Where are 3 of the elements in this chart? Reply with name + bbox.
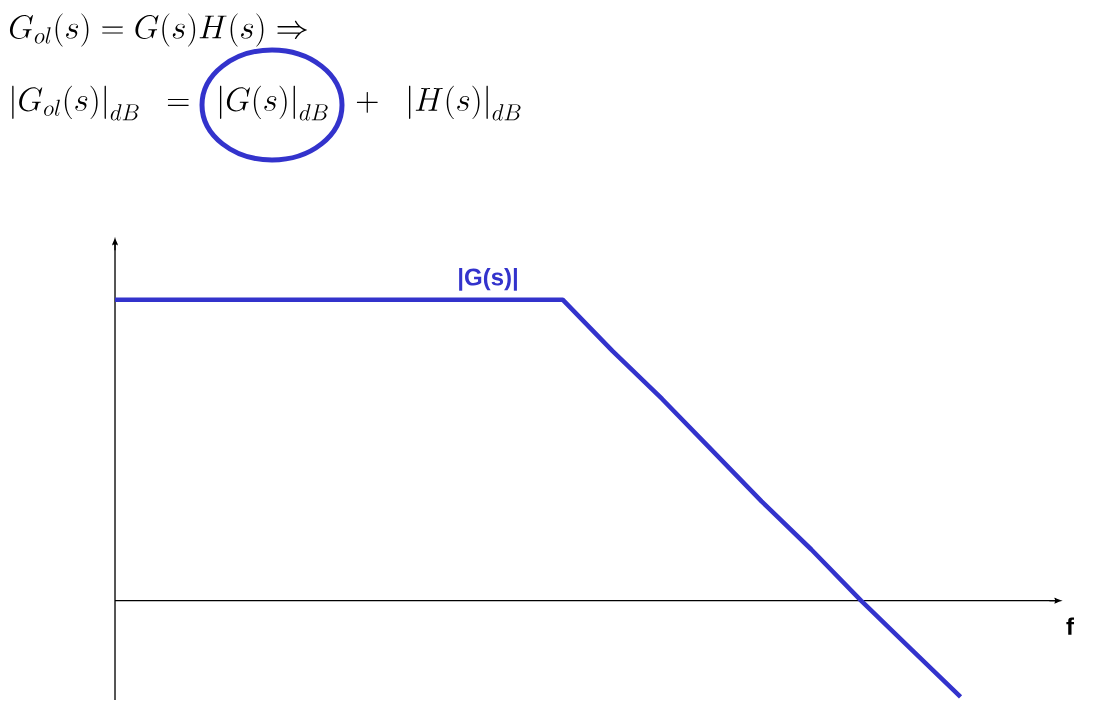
x-axis-title: f [1066, 617, 1075, 635]
chart-title: $G_{ol}(s)=G(s)H(s)\Rightarrow$ [9, 13, 307, 47]
series-label: |G(s)| [459, 267, 517, 291]
